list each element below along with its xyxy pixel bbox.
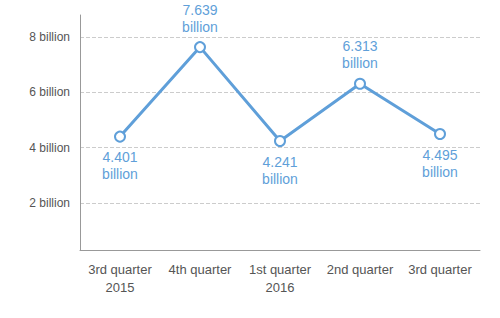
- svg-text:3rd quarter: 3rd quarter: [408, 262, 472, 277]
- svg-text:2016: 2016: [266, 280, 295, 295]
- svg-text:4.241: 4.241: [262, 154, 297, 170]
- svg-text:3rd quarter: 3rd quarter: [88, 262, 152, 277]
- svg-text:2015: 2015: [106, 280, 135, 295]
- svg-text:8 billion: 8 billion: [29, 30, 70, 44]
- svg-text:4.401: 4.401: [102, 149, 137, 165]
- svg-text:6 billion: 6 billion: [29, 85, 70, 99]
- svg-text:7.639: 7.639: [182, 2, 217, 18]
- svg-text:billion: billion: [102, 166, 138, 182]
- svg-text:4th quarter: 4th quarter: [169, 262, 233, 277]
- svg-text:2 billion: 2 billion: [29, 196, 70, 210]
- svg-text:4 billion: 4 billion: [29, 141, 70, 155]
- svg-text:2nd quarter: 2nd quarter: [327, 262, 394, 277]
- svg-text:billion: billion: [182, 19, 218, 35]
- svg-text:billion: billion: [262, 171, 298, 187]
- svg-text:1st quarter: 1st quarter: [249, 262, 312, 277]
- svg-text:4.495: 4.495: [422, 147, 457, 163]
- svg-text:billion: billion: [422, 164, 458, 180]
- svg-text:6.313: 6.313: [342, 38, 377, 54]
- svg-text:billion: billion: [342, 55, 378, 71]
